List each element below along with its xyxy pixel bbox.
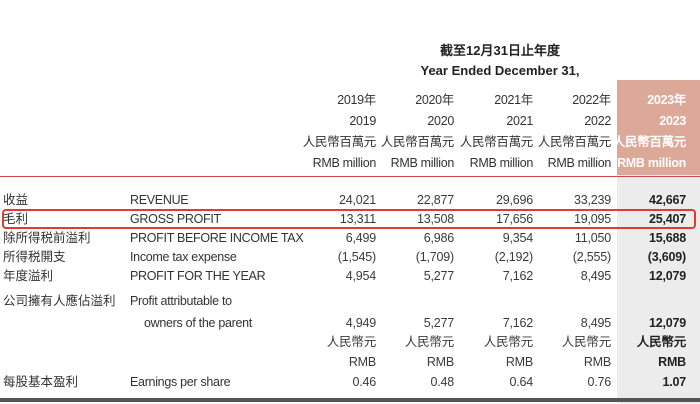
current-year-header-bg xyxy=(617,80,700,175)
table-row-profit-attributable: owners of the parent 4,949 5,277 7,162 8… xyxy=(144,316,686,330)
table-row-profit-attributable-label: 公司擁有人應佔溢利 Profit attributable to xyxy=(3,294,232,308)
gross-profit-highlight-box xyxy=(2,209,696,229)
column-header-2022: 2022年 2022 人民幣百萬元 RMB million xyxy=(537,93,612,170)
column-header-2019: 2019年 2019 人民幣百萬元 RMB million xyxy=(302,93,377,170)
table-row-gross-profit: 毛利 GROSS PROFIT 13,311 13,508 17,656 19,… xyxy=(3,212,686,226)
table-row-profit-for-year: 年度溢利 PROFIT FOR THE YEAR 4,954 5,277 7,1… xyxy=(3,269,686,283)
column-header-2020: 2020年 2020 人民幣百萬元 RMB million xyxy=(380,93,455,170)
table-row-profit-before-tax: 除所得税前溢利 PROFIT BEFORE INCOME TAX 6,499 6… xyxy=(3,231,686,245)
table-row-unit-zh: 人民幣元 人民幣元 人民幣元 人民幣元 人民幣元 xyxy=(326,335,686,349)
table-row-revenue: 收益 REVENUE 24,021 22,877 29,696 33,239 4… xyxy=(3,193,686,207)
header-divider xyxy=(0,176,700,177)
table-row-unit-en: RMB RMB RMB RMB RMB xyxy=(348,355,686,369)
table-row-eps: 每股基本盈利 Earnings per share 0.46 0.48 0.64… xyxy=(3,375,686,389)
column-header-2021: 2021年 2021 人民幣百萬元 RMB million xyxy=(459,93,534,170)
table-bottom-rule xyxy=(0,398,700,402)
table-row-income-tax: 所得税開支 Income tax expense (1,545) (1,709)… xyxy=(3,250,686,264)
column-header-2023: 2023年 2023 人民幣百萬元 RMB million xyxy=(612,93,687,170)
table-title-en: Year Ended December 31, xyxy=(420,63,580,78)
table-title-zh: 截至12月31日止年度 xyxy=(440,43,560,58)
